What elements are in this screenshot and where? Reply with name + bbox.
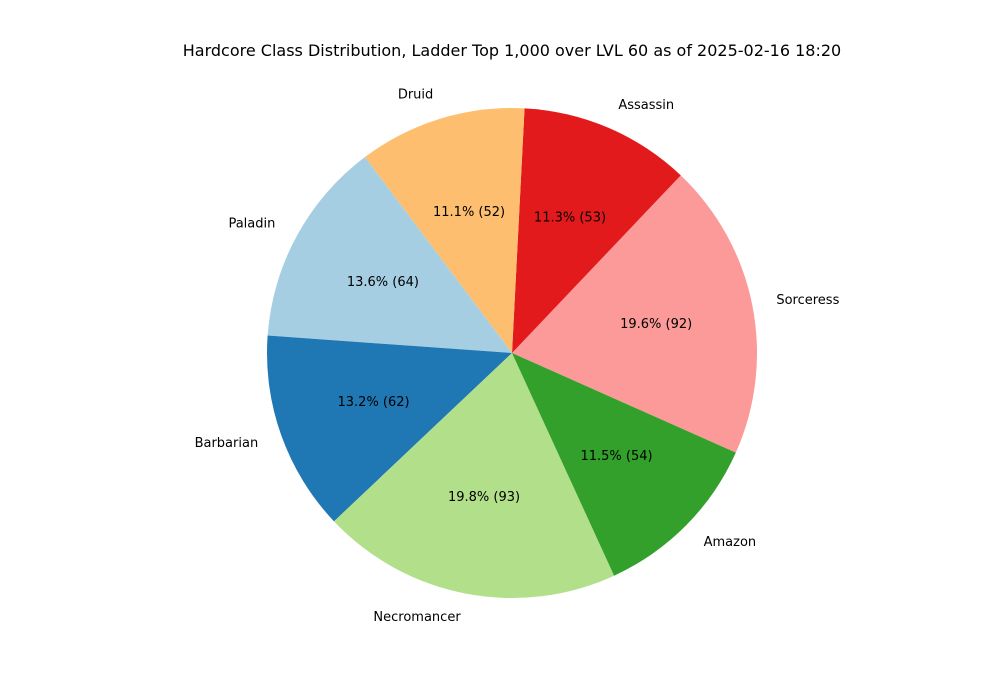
pie-slice-amazon bbox=[512, 353, 736, 576]
pie-percent-label: 11.5% (54) bbox=[580, 449, 652, 464]
pie-slice-assassin bbox=[512, 108, 681, 354]
pie-labels: 19.6% (92) Sorceress 11.3% (53) Assassin 11.… bbox=[195, 88, 840, 625]
pie-slice-necromancer bbox=[334, 353, 615, 599]
pie-slice-sorceress bbox=[512, 175, 757, 453]
pie-slices bbox=[267, 108, 757, 599]
pie-category-label: Amazon bbox=[704, 535, 757, 550]
pie-slice-druid bbox=[364, 108, 525, 353]
pie-percent-label: 13.6% (64) bbox=[347, 275, 419, 290]
pie-percent-label: 11.1% (52) bbox=[433, 205, 505, 220]
pie-slice-barbarian bbox=[267, 335, 512, 522]
pie-category-label: Assassin bbox=[618, 98, 674, 113]
pie-category-label: Druid bbox=[398, 88, 433, 103]
pie-percent-label: 11.3% (53) bbox=[534, 210, 606, 225]
pie-percent-label: 19.6% (92) bbox=[620, 317, 692, 332]
pie-slice-paladin bbox=[267, 157, 512, 353]
pie-category-label: Sorceress bbox=[776, 293, 839, 308]
pie-percent-label: 19.8% (93) bbox=[448, 490, 520, 505]
pie-percent-label: 13.2% (62) bbox=[338, 395, 410, 410]
pie-category-label: Paladin bbox=[228, 217, 275, 232]
chart-title: Hardcore Class Distribution, Ladder Top … bbox=[183, 41, 841, 60]
pie-category-label: Necromancer bbox=[373, 610, 461, 625]
pie-category-label: Barbarian bbox=[195, 436, 259, 451]
